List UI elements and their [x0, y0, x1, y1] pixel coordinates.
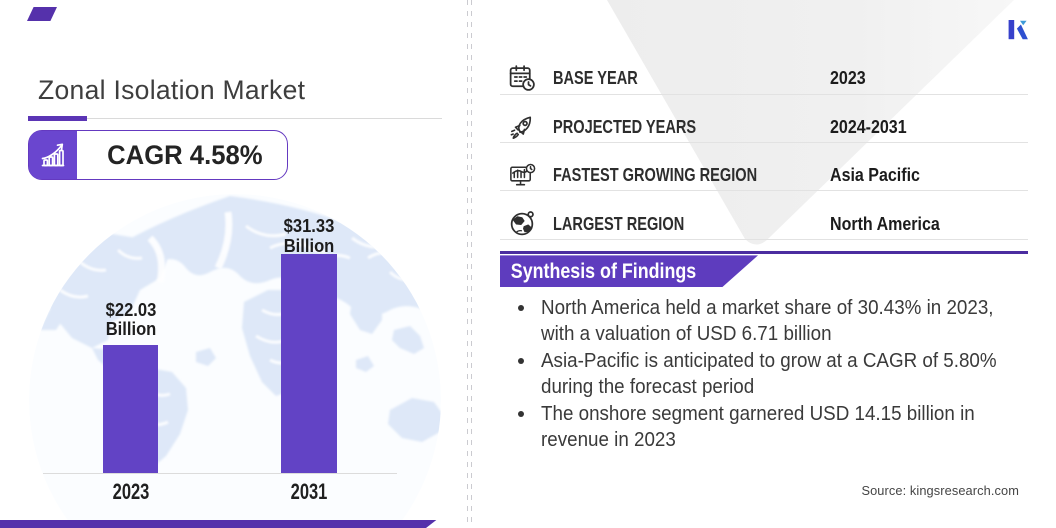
synthesis-top-rule [500, 251, 1028, 255]
synthesis-heading: Synthesis of Findings [510, 258, 697, 283]
gray-triangle-decor [607, 0, 1014, 245]
bar-value-2023: $22.03 Billion [105, 299, 157, 340]
center-divider-dashed-line-2 [471, 0, 472, 528]
fact-value: 2023 [830, 67, 866, 88]
bottom-accent-bar [0, 520, 437, 528]
chart-axis-line [43, 472, 397, 474]
fact-label: BASE YEAR [553, 67, 638, 88]
bar-category-2023: 2023 [112, 478, 149, 504]
source-attribution: Source: kingsresearch.com [861, 482, 1019, 498]
fact-row-projected-years: PROJECTED YEARS 2024-2031 [500, 110, 1028, 144]
title-underline-accent [28, 115, 87, 122]
title-underline [87, 117, 442, 119]
fact-row-largest-region: LARGEST REGION North America [500, 207, 1028, 241]
fact-label: LARGEST REGION [553, 213, 685, 234]
calendar-clock-icon [507, 63, 537, 93]
bar-2023 [103, 345, 158, 473]
top-left-accent-chip [27, 7, 57, 21]
kings-research-logo [1008, 20, 1028, 40]
cagr-label: CAGR 4.58% [107, 139, 263, 170]
rocket-icon [507, 112, 537, 143]
bar-value-2031: $31.33 Billion [283, 216, 335, 256]
findings-list: North America held a market share of 30.… [514, 295, 1056, 455]
bar-2031 [281, 254, 337, 473]
finding-item: North America held a market share of 30.… [514, 295, 1056, 348]
growth-chart-icon [41, 143, 65, 167]
fact-label: PROJECTED YEARS [553, 116, 697, 137]
row-separator [500, 142, 1028, 144]
globe-icon [507, 209, 537, 239]
fact-value: 2024-2031 [830, 116, 907, 137]
cagr-icon-box [29, 131, 77, 179]
fact-value: North America [830, 213, 940, 234]
center-divider-dashed-line [467, 0, 468, 528]
page-title: Zonal Isolation Market [38, 74, 306, 105]
fact-label: FASTEST GROWING REGION [553, 165, 758, 185]
cagr-badge: CAGR 4.58% [28, 130, 288, 180]
finding-item: Asia-Pacific is anticipated to grow at a… [514, 348, 1056, 401]
fact-row-fastest-growing-region: FASTEST GROWING REGION Asia Pacific [500, 159, 1028, 193]
fact-row-base-year: BASE YEAR 2023 [500, 61, 1028, 95]
synthesis-banner: Synthesis of Findings [500, 255, 758, 287]
growth-region-icon [507, 160, 537, 191]
row-separator [500, 94, 1028, 96]
bar-category-2031: 2031 [290, 478, 328, 504]
fact-value: Asia Pacific [830, 165, 920, 185]
finding-item: The onshore segment garnered USD 14.15 b… [514, 401, 1056, 454]
row-separator [500, 238, 1028, 240]
row-separator [500, 190, 1028, 192]
